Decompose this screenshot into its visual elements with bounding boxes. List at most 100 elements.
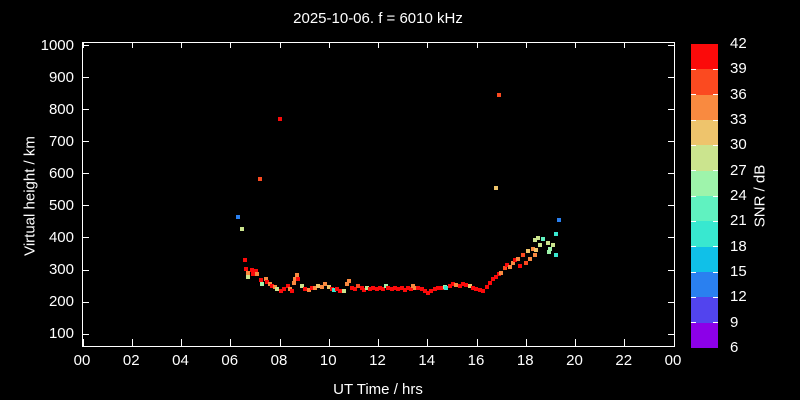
data-point [554, 252, 559, 257]
data-point [316, 284, 321, 289]
colorbar-tick-label: 6 [730, 339, 739, 356]
colorbar-tick-mark [691, 94, 696, 96]
colorbar-tick-label: 15 [730, 263, 747, 280]
x-tick-mark-top [181, 43, 182, 48]
y-tick-mark-right [668, 205, 674, 207]
data-point [246, 274, 251, 279]
data-point [293, 276, 298, 281]
colorbar-tick-label: 39 [730, 60, 747, 78]
data-point [260, 281, 265, 286]
y-tick-mark-right [668, 141, 674, 143]
data-point [365, 285, 370, 290]
x-tick-mark [328, 339, 330, 346]
data-point [242, 258, 247, 263]
colorbar-segment [691, 44, 718, 70]
data-point [515, 257, 520, 262]
colorbar-segment [691, 221, 718, 247]
colorbar-tick-mark [691, 322, 696, 324]
x-tick-mark [230, 339, 232, 346]
x-tick-mark-top [673, 43, 675, 48]
x-tick-mark [378, 339, 379, 346]
data-point [257, 177, 262, 182]
data-point [374, 287, 379, 292]
colorbar-tick-mark [691, 170, 696, 172]
colorbar-segment [691, 271, 718, 298]
data-point [349, 285, 354, 290]
data-point [477, 288, 482, 293]
y-tick-label: 100 [48, 325, 74, 343]
y-tick-mark-right [668, 77, 674, 79]
colorbar-segment [691, 297, 718, 323]
data-point [422, 289, 427, 294]
x-tick-mark-top [575, 43, 576, 48]
data-point [250, 268, 255, 273]
data-point [548, 247, 553, 252]
colorbar-tick-mark [691, 271, 696, 273]
data-point [406, 286, 411, 291]
x-tick-mark-top [131, 43, 133, 48]
data-point [294, 273, 299, 278]
data-point [409, 287, 414, 292]
data-point [467, 284, 472, 289]
data-point [384, 284, 389, 289]
data-point [371, 285, 376, 290]
y-tick-mark-right [668, 301, 674, 303]
colorbar-tick-mark-right [713, 246, 718, 248]
data-point [535, 235, 540, 240]
x-tick-label: 16 [467, 352, 485, 369]
colorbar-tick-mark-right [713, 68, 718, 70]
y-tick-label: 700 [48, 132, 74, 150]
x-tick-label: 00 [664, 352, 682, 369]
x-tick-mark-top [328, 43, 330, 48]
data-point [334, 287, 339, 292]
data-point [344, 282, 349, 287]
data-point [547, 250, 552, 255]
data-point [273, 285, 278, 289]
colorbar-segment [691, 94, 718, 120]
colorbar-tick-mark-right [713, 220, 718, 222]
colorbar-segment [691, 195, 718, 222]
data-point [517, 263, 522, 268]
colorbar-tick-mark [691, 296, 696, 298]
colorbar-tick-mark-right [713, 119, 718, 121]
y-tick-mark-right [668, 109, 674, 111]
data-point [524, 260, 529, 265]
x-tick-mark [82, 339, 84, 346]
data-point [512, 258, 517, 263]
data-point [532, 252, 537, 257]
colorbar [691, 44, 718, 348]
data-point [484, 285, 489, 290]
colorbar-tick-mark [691, 119, 696, 121]
data-point [460, 282, 465, 287]
data-point [278, 289, 283, 294]
data-point [356, 284, 361, 289]
x-tick-mark [181, 339, 182, 346]
y-tick-label: 200 [48, 293, 74, 311]
x-tick-label: 14 [418, 352, 436, 369]
data-point [265, 279, 270, 284]
colorbar-tick-mark [691, 68, 696, 70]
data-point [361, 288, 366, 293]
data-point [278, 117, 283, 122]
data-point [457, 284, 462, 289]
y-tick-mark [83, 237, 89, 239]
x-tick-mark [525, 339, 527, 346]
data-point [368, 286, 373, 291]
x-tick-mark-top [476, 43, 478, 48]
data-point [303, 287, 308, 292]
data-point [556, 218, 561, 223]
data-point [258, 278, 263, 283]
y-tick-mark [83, 109, 89, 111]
colorbar-tick-label: 21 [730, 212, 747, 230]
y-tick-mark [83, 77, 89, 79]
data-point [292, 280, 297, 285]
data-point [399, 286, 404, 291]
data-point [402, 288, 407, 293]
data-point [329, 286, 334, 291]
x-tick-mark [673, 339, 675, 346]
data-point [553, 231, 558, 236]
data-point [480, 288, 485, 293]
y-tick-mark [83, 45, 89, 47]
y-tick-label: 600 [48, 164, 74, 182]
x-tick-label: 22 [615, 352, 633, 369]
